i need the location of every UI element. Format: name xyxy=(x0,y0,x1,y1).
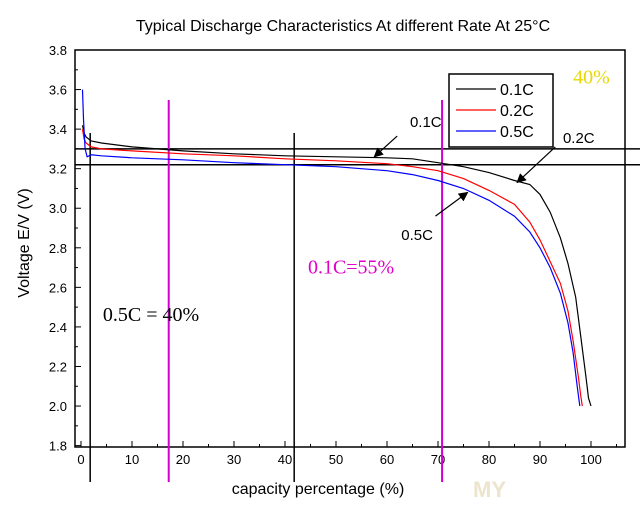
y-tick-label: 3.2 xyxy=(49,162,67,177)
y-tick-label: 3.6 xyxy=(49,83,67,98)
x-tick-label: 60 xyxy=(380,452,394,467)
plot-area: 1.8 2.0 2.2 2.4 2.6 2.8 3.0 3.2 3.4 3.6 3.8 0 10 20 30… xyxy=(49,43,640,482)
x-axis-label: capacity percentage (%) xyxy=(232,481,405,498)
y-tick-label: 3.0 xyxy=(49,201,67,216)
y-tick-label: 2.6 xyxy=(49,280,67,295)
x-tick-label: 40 xyxy=(278,452,292,467)
y-tick-label: 2.4 xyxy=(49,320,67,335)
y-tick-label: 2.2 xyxy=(49,359,67,374)
legend-label: 0.1C xyxy=(500,82,534,99)
x-tick-label: 0 xyxy=(77,452,84,467)
y-tick-label: 1.8 xyxy=(49,439,67,454)
annotation-arrow xyxy=(435,191,469,217)
annotation-arrow xyxy=(516,146,556,184)
x-tick-label: 50 xyxy=(329,452,343,467)
y-axis-label: Voltage E/V (V) xyxy=(16,188,33,297)
x-tick-label: 90 xyxy=(533,452,547,467)
annotation-label: 0.1C xyxy=(410,114,442,131)
annotation-arrow xyxy=(373,135,398,158)
x-tick-label: 20 xyxy=(176,452,190,467)
legend-label: 0.5C xyxy=(500,124,534,141)
chart-title: Typical Discharge Characteristics At dif… xyxy=(136,18,550,35)
x-tick-label: 80 xyxy=(482,452,496,467)
x-tick-label: 10 xyxy=(125,452,139,467)
series-line-0-5C xyxy=(81,89,581,407)
plot-frame xyxy=(74,49,626,448)
y-tick-label: 2.8 xyxy=(49,241,67,256)
annotation-label: 0.5C xyxy=(401,227,433,244)
annotation-label: 0.1C=55% xyxy=(308,257,394,279)
x-tick-label: 100 xyxy=(580,452,602,467)
y-tick-label: 3.8 xyxy=(49,43,67,58)
x-tick-label: 30 xyxy=(227,452,241,467)
annotation-label: 0.2C xyxy=(563,130,595,147)
y-tick-label: 3.4 xyxy=(49,122,67,137)
y-tick-label: 2.0 xyxy=(49,399,67,414)
annotation-label: 40% xyxy=(573,67,610,89)
annotation-label: 0.5C = 40% xyxy=(103,304,199,326)
legend-label: 0.2C xyxy=(500,103,534,120)
series-line-0-2C xyxy=(81,129,583,407)
series-line-0-1C xyxy=(81,125,592,407)
watermark: MY xyxy=(473,477,506,502)
